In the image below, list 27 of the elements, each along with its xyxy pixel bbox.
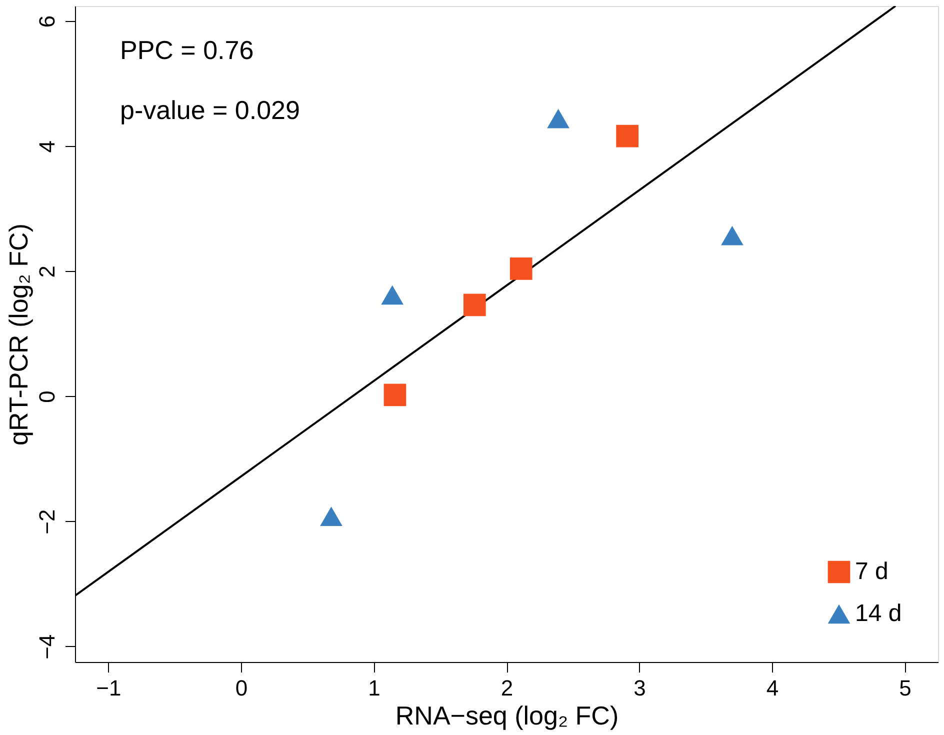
x-tick-label: 4 xyxy=(766,676,779,700)
point xyxy=(547,108,570,128)
x-tick-label: 5 xyxy=(899,676,912,700)
annotation: PPC = 0.76 xyxy=(120,35,254,65)
point xyxy=(616,124,638,148)
x-tick-label: 0 xyxy=(235,676,248,700)
legend-label: 14 d xyxy=(855,600,902,627)
point xyxy=(320,506,342,526)
point xyxy=(510,257,532,280)
y-tick-label: −2 xyxy=(34,509,60,534)
point xyxy=(463,294,486,316)
y-tick-label: −4 xyxy=(34,634,60,660)
legend-label: 7 d xyxy=(855,558,888,585)
point xyxy=(384,384,406,406)
y-tick-label: 0 xyxy=(34,390,60,403)
x-tick-label: 1 xyxy=(368,676,380,700)
x-tick-label: −1 xyxy=(96,676,122,700)
x-axis-title: RNA−seq (log₂ FC) xyxy=(395,700,619,730)
y-axis-title: qRT-PCR (log₂ FC) xyxy=(4,224,34,446)
x-tick-label: 2 xyxy=(500,676,514,700)
point xyxy=(381,285,404,305)
y-tick-label: 2 xyxy=(34,266,60,278)
point xyxy=(721,226,744,246)
y-tick-label: 6 xyxy=(34,15,60,28)
x-tick-label: 3 xyxy=(634,676,646,700)
annotation: p-value = 0.029 xyxy=(120,95,300,125)
y-tick-label: 4 xyxy=(34,140,60,153)
